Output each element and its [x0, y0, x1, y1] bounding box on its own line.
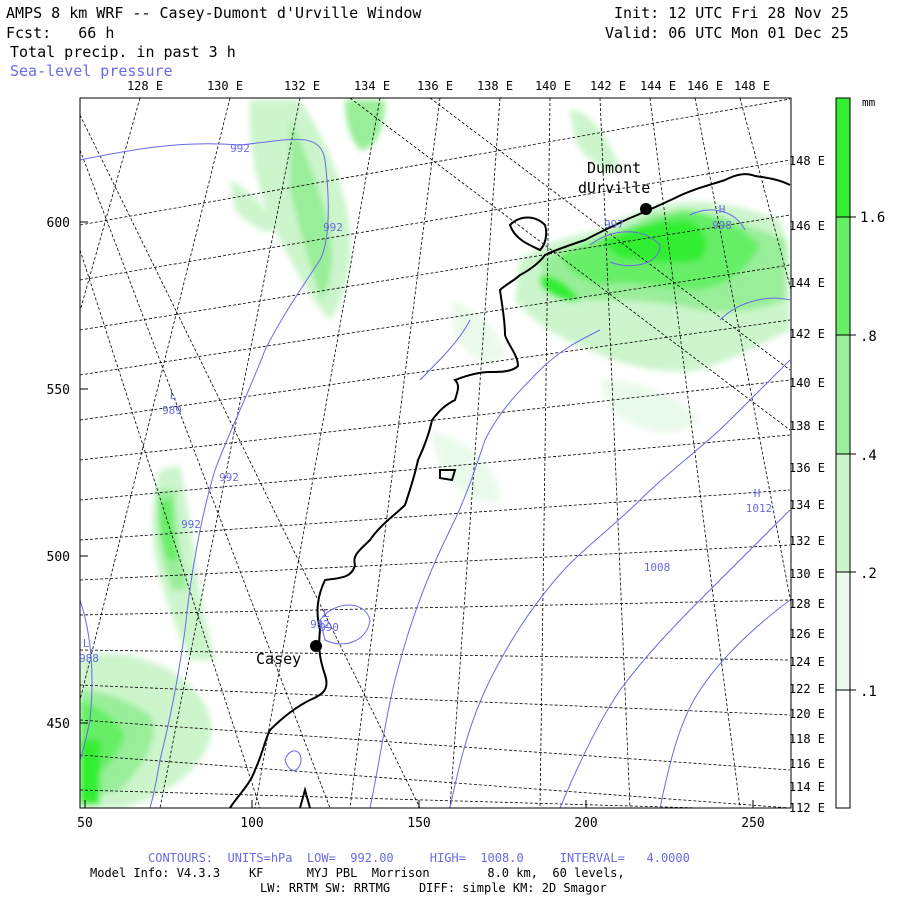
colorbar-bin [836, 217, 850, 335]
lon-label: 124 E [789, 655, 825, 669]
lon-label: 142 E [789, 327, 825, 341]
lon-label: 132 E [284, 79, 320, 93]
colorbar-label: .2 [860, 566, 877, 582]
contour-label: 988 [79, 652, 99, 665]
contour-label: 989 [162, 404, 182, 417]
lon-label: 116 E [789, 757, 825, 771]
lon-label: 114 E [789, 780, 825, 794]
lon-label: 126 E [789, 627, 825, 641]
top-longitude-labels: 128 E 130 E 132 E 134 E 136 E 138 E 140 … [127, 79, 770, 93]
pressure-contours [80, 138, 791, 808]
x-tick-label: 50 [77, 816, 93, 831]
y-axis-labels: 600 550 500 450 [47, 216, 70, 732]
meridian-lines [80, 98, 791, 808]
right-longitude-labels: 148 E 146 E 144 E 142 E 140 E 138 E 136 … [789, 154, 825, 815]
lon-label: 132 E [789, 534, 825, 548]
overlay-name: Sea-level pressure [10, 62, 173, 80]
colorbar-label: .4 [860, 448, 877, 464]
y-axis-ticks [80, 221, 88, 724]
pressure-high: H [719, 203, 726, 216]
colorbar-bin [836, 572, 850, 690]
precip-shading [80, 100, 790, 808]
lon-label: 144 E [640, 79, 676, 93]
colorbar-label: .1 [860, 684, 877, 700]
lon-label: 146 E [687, 79, 723, 93]
station-label-dumont: Dumont [587, 159, 641, 177]
colorbar-bin [836, 690, 850, 808]
pressure-low: L [170, 389, 177, 402]
forecast-hour: Fcst: 66 h [6, 24, 115, 42]
colorbar-unit: mm [862, 96, 876, 109]
lon-label: 130 E [789, 567, 825, 581]
contour-info: CONTOURS: UNITS=hPa LOW= 992.00 HIGH= 10… [148, 851, 690, 865]
lon-label: 136 E [417, 79, 453, 93]
colorbar: mm 1.6 .8 .4 .2 .1 [835, 96, 885, 809]
x-tick-label: 200 [574, 816, 597, 831]
contour-label: 992 [219, 471, 239, 484]
x-axis-labels: 50 100 150 200 250 [77, 816, 765, 831]
lon-label: 148 E [789, 154, 825, 168]
model-info: Model Info: V4.3.3 KF MYJ PBL Morrison 8… [90, 866, 625, 880]
colorbar-bin [836, 454, 850, 572]
x-axis-ticks [84, 800, 754, 808]
lon-label: 130 E [207, 79, 243, 93]
x-tick-label: 250 [741, 816, 764, 831]
colorbar-label: .8 [860, 329, 877, 345]
init-time: Init: 12 UTC Fri 28 Nov 25 [614, 4, 849, 22]
contour-labels: 992 992 992 992 992 997 998 1008 1012 98… [79, 142, 772, 665]
lon-label: 128 E [127, 79, 163, 93]
colorbar-bin [836, 98, 850, 217]
lon-label: 122 E [789, 682, 825, 696]
y-tick-label: 500 [47, 550, 70, 565]
x-tick-label: 100 [240, 816, 263, 831]
lon-label: 128 E [789, 597, 825, 611]
contour-label: 992 [310, 618, 330, 631]
lon-label: 146 E [789, 219, 825, 233]
pressure-low: L [323, 607, 330, 620]
lon-label: 118 E [789, 732, 825, 746]
contour-label: 992 [181, 518, 201, 531]
lon-label: 138 E [789, 419, 825, 433]
lon-label: 120 E [789, 707, 825, 721]
y-tick-label: 600 [47, 216, 70, 231]
contour-label: 1012 [746, 502, 773, 515]
y-tick-label: 450 [47, 717, 70, 732]
lon-label: 140 E [535, 79, 571, 93]
colorbar-label: 1.6 [860, 210, 885, 226]
lon-label: 136 E [789, 461, 825, 475]
casey-marker [310, 640, 322, 652]
lon-label: 134 E [789, 498, 825, 512]
station-label-casey: Casey [256, 650, 301, 668]
pressure-high: H [754, 487, 761, 500]
contour-label: 992 [230, 142, 250, 155]
pressure-low: L [83, 637, 90, 650]
contour-label: 998 [712, 219, 732, 232]
x-tick-label: 150 [407, 816, 430, 831]
plot-frame [79, 97, 792, 809]
lon-label: 138 E [477, 79, 513, 93]
valid-time: Valid: 06 UTC Mon 01 Dec 25 [605, 24, 849, 42]
station-labels: Dumont dUrville Casey [256, 159, 650, 668]
dumont-durville-marker [640, 203, 652, 215]
physics-info: LW: RRTM SW: RRTMG DIFF: simple KM: 2D S… [260, 881, 607, 895]
lon-label: 112 E [789, 801, 825, 815]
plot-area [80, 98, 791, 808]
lon-label: 140 E [789, 376, 825, 390]
contour-label: 997 [604, 218, 624, 231]
y-tick-label: 550 [47, 383, 70, 398]
lon-label: 142 E [590, 79, 626, 93]
contour-label: 992 [323, 221, 343, 234]
contour-label: 990 [319, 621, 339, 634]
lon-label: 144 E [789, 276, 825, 290]
station-label-durville: dUrville [578, 179, 650, 197]
contour-label: 1008 [644, 561, 671, 574]
field-name: Total precip. in past 3 h [10, 43, 236, 61]
colorbar-bin [836, 335, 850, 454]
lon-label: 148 E [734, 79, 770, 93]
coastline [229, 173, 791, 808]
lon-label: 134 E [354, 79, 390, 93]
map-title: AMPS 8 km WRF -- Casey-Dumont d'Urville … [6, 4, 422, 22]
